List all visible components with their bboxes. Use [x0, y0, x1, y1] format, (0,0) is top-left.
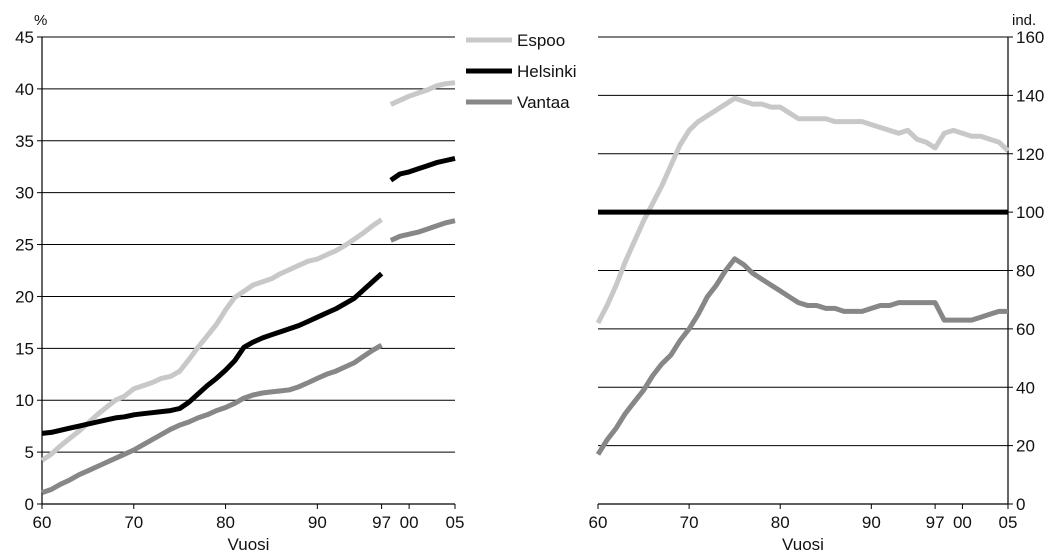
x-tick-label: 97 — [372, 513, 391, 532]
series-line-espoo — [40, 217, 384, 463]
x-tick-label: 90 — [308, 513, 327, 532]
y-tick-label: 25 — [15, 236, 34, 255]
y-tick-label: 160 — [1016, 28, 1044, 47]
x-tick-label: 97 — [926, 513, 945, 532]
y-tick-label: 20 — [1016, 437, 1035, 456]
y-tick-label: 100 — [1016, 203, 1044, 222]
y-tick-label: 0 — [1016, 495, 1025, 514]
y-tick-label: 120 — [1016, 145, 1044, 164]
y-tick-label: 20 — [15, 287, 34, 306]
y-tick-label: 15 — [15, 339, 34, 358]
y-tick-label: 80 — [1016, 262, 1035, 281]
series-line-vantaa — [389, 218, 456, 243]
y-tick-label: 45 — [15, 28, 34, 47]
y-tick-label: 35 — [15, 132, 34, 151]
series-line-helsinki — [41, 271, 384, 436]
series-line-espoo — [389, 80, 456, 107]
series-line-vantaa — [41, 343, 383, 495]
x-tick-label: 05 — [999, 513, 1018, 532]
y-tick-label: 140 — [1016, 86, 1044, 105]
y-axis-unit: % — [34, 12, 47, 29]
y-tick-label: 40 — [15, 80, 34, 99]
series-line-helsinki — [389, 155, 456, 183]
y-tick-label: 40 — [1016, 378, 1035, 397]
y-tick-label: 10 — [15, 391, 34, 410]
legend-label-helsinki: Helsinki — [517, 62, 577, 81]
y-tick-label: 0 — [25, 495, 34, 514]
series-line-vantaa — [595, 256, 1008, 456]
x-axis-title: Vuosi — [782, 535, 824, 554]
legend: Espoo Helsinki Vantaa — [466, 31, 577, 112]
x-tick-label: 05 — [446, 513, 465, 532]
x-tick-label: 00 — [953, 513, 972, 532]
x-tick-label: 00 — [400, 513, 419, 532]
x-tick-label: 60 — [589, 513, 608, 532]
series-line-espoo — [595, 95, 1010, 325]
x-axis-title: Vuosi — [228, 535, 270, 554]
y-tick-label: 5 — [25, 443, 34, 462]
x-tick-label: 60 — [33, 513, 52, 532]
x-tick-label: 80 — [216, 513, 235, 532]
y-tick-label: 60 — [1016, 320, 1035, 339]
legend-label-espoo: Espoo — [517, 31, 565, 50]
x-tick-label: 80 — [771, 513, 790, 532]
x-tick-label: 70 — [680, 513, 699, 532]
x-tick-label: 70 — [124, 513, 143, 532]
right-chart-panel: 0 20 40 60 80 100 120 140 160 60 70 80 90 97 00 05 ind. V… — [589, 12, 1045, 554]
y-axis-unit: ind. — [1012, 12, 1036, 29]
legend-label-vantaa: Vantaa — [517, 93, 570, 112]
y-tick-label: 30 — [15, 184, 34, 203]
x-tick-label: 90 — [862, 513, 881, 532]
